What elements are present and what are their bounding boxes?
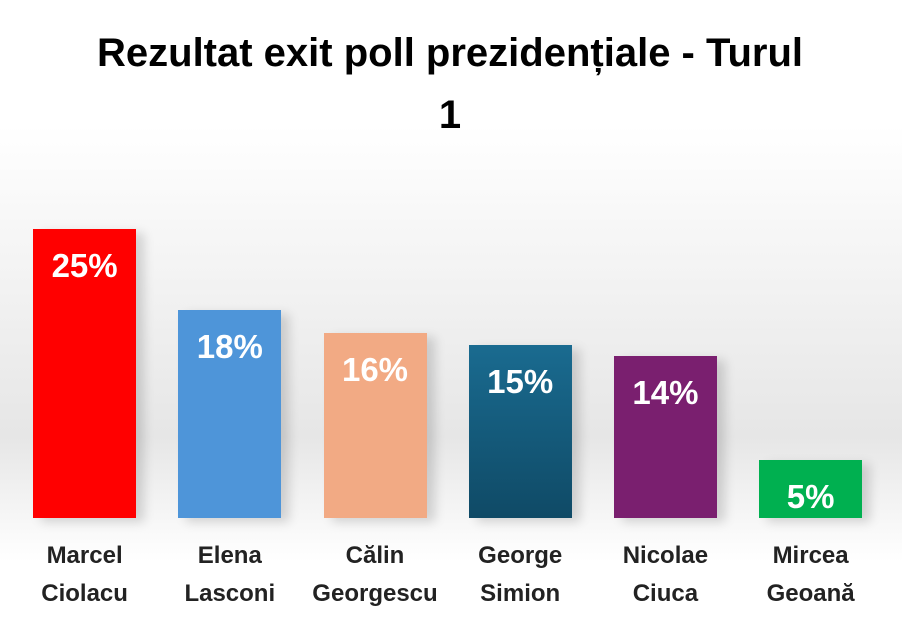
x-tick-label: Marcel Ciolacu bbox=[41, 542, 128, 607]
value-label: 5% bbox=[786, 478, 835, 516]
bar bbox=[759, 460, 863, 518]
chart-title: Rezultat exit poll prezidențiale - Turul… bbox=[97, 31, 803, 137]
value-label: 25% bbox=[51, 247, 118, 284]
x-tick-label: Elena Lasconi bbox=[184, 542, 276, 607]
bar bbox=[178, 309, 282, 518]
x-tick-label: George Simion bbox=[478, 542, 563, 607]
bar bbox=[613, 356, 717, 518]
value-label: 16% bbox=[341, 351, 409, 389]
x-tick-label: Călin Georgescu bbox=[312, 542, 438, 607]
value-label: 18% bbox=[196, 327, 263, 365]
value-label: 14% bbox=[632, 374, 699, 412]
x-tick-label: Mircea Geoană bbox=[766, 542, 855, 607]
bar bbox=[468, 344, 572, 518]
bar bbox=[33, 229, 137, 518]
bar bbox=[323, 333, 427, 518]
x-tick-label: Nicolae Ciuca bbox=[622, 542, 709, 607]
value-label: 15% bbox=[487, 362, 554, 400]
